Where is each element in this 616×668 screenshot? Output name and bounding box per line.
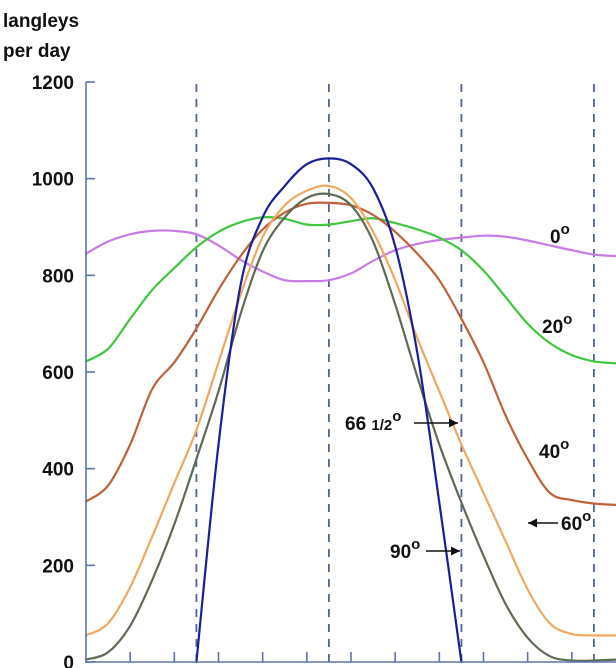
- series-line-2: [84, 201, 616, 506]
- series-label-0: 0o: [550, 221, 570, 248]
- y-tick-label: 1200: [32, 73, 74, 94]
- y-tick-label: 400: [42, 460, 74, 481]
- y-tick-label: 200: [42, 556, 74, 577]
- y-axis-label-line-2: per day: [3, 41, 71, 62]
- series-line-1: [84, 216, 616, 365]
- series-curves: [84, 157, 616, 664]
- series-line-3: [84, 184, 616, 637]
- series-label-2: 40o: [539, 436, 569, 463]
- series-label-arrow-3-head: [528, 518, 537, 528]
- y-axis-ticks: 0 200 400 600 800 1000 1200: [32, 73, 95, 668]
- month-boundary-lines: [195, 84, 595, 662]
- series-line-5: [195, 157, 463, 664]
- y-tick-label: 800: [42, 266, 74, 287]
- y-tick-label: 0: [63, 653, 74, 668]
- y-axis-label-line-1: langleys: [3, 11, 79, 32]
- series-label-arrow-4-head: [449, 418, 458, 428]
- series-label-5: 90o: [390, 536, 420, 563]
- y-tick-label: 1000: [32, 170, 74, 191]
- series-label-1: 20o: [542, 311, 572, 338]
- series-label-4: 66 1/2o: [345, 408, 401, 435]
- series-labels: 0o 20o 40o 60o 66 1/2o 90o: [345, 221, 591, 563]
- y-tick-label: 600: [42, 363, 74, 384]
- series-label-arrow-5-head: [451, 546, 460, 556]
- series-line-0: [84, 229, 616, 283]
- x-axis-ticks: JFMAMJJASOND: [129, 652, 573, 662]
- series-line-4: [84, 192, 616, 663]
- series-label-3: 60o: [561, 508, 591, 535]
